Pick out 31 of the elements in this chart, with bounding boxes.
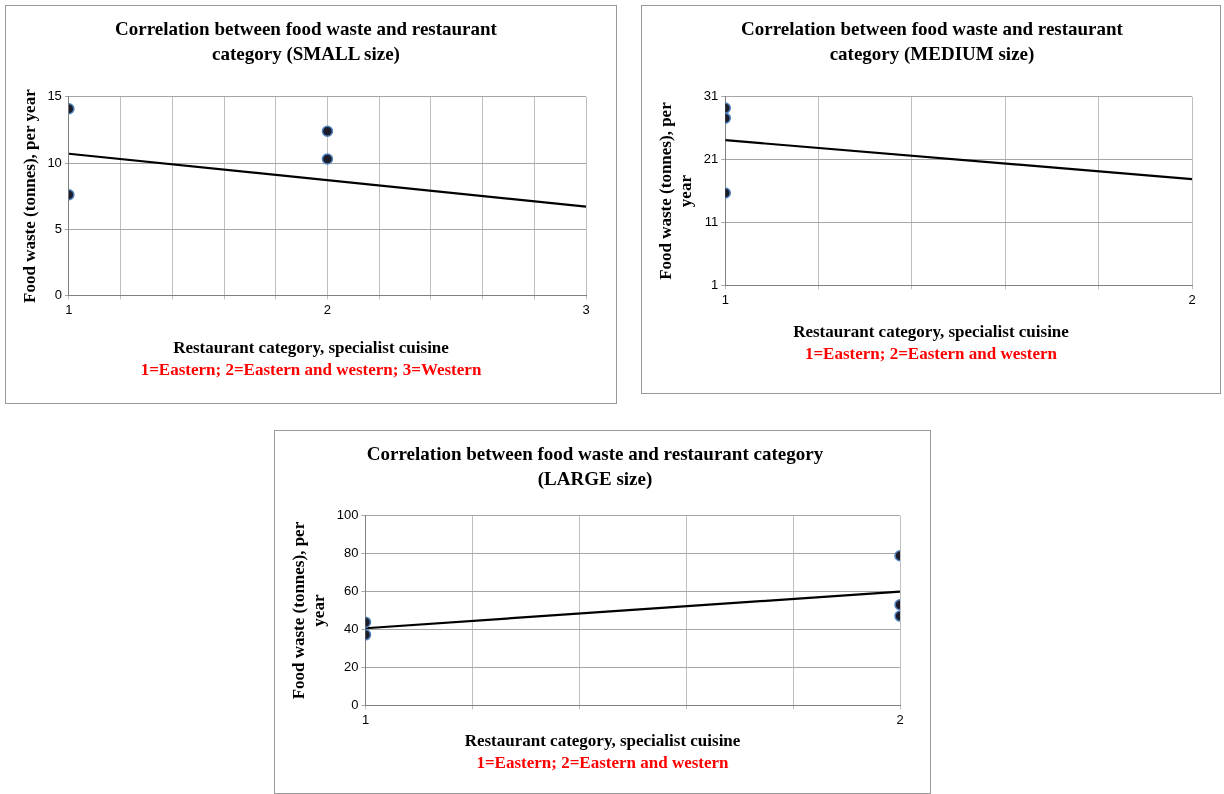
y-tick-label: 10 [47,154,62,170]
y-tick-label: 31 [703,88,719,104]
y-tick-label: 20 [344,659,359,675]
x-tick-label: 2 [896,711,904,727]
y-tick-label: 21 [703,151,719,167]
y-tick-label: 0 [54,286,62,302]
y-axis-title: Food waste (tonnes), per year [19,88,39,303]
y-tick-label: 5 [54,220,62,236]
x-axis-title: Restaurant category, specialist cuisine [172,338,450,358]
y-tick-label: 0 [351,696,359,712]
chart-title: Correlation between food waste and restaurant category (SMALL size) [114,17,498,66]
text: 1=Eastern; 2=Eastern and western [803,344,1059,364]
y-tick-label: 60 [344,583,359,599]
y-tick-label: 40 [344,621,359,637]
y-tick-label: 15 [47,88,62,104]
x-axis-title: Restaurant category, specialist cuisine [463,731,742,751]
y-axis-title: Food waste (tonnes), per year [288,521,328,700]
y-axis-title: Food waste (tonnes), per year [655,101,695,280]
chart-title: Correlation between food waste and restaurant category (LARGE size) [365,442,825,491]
x-tick-label: 1 [65,301,73,317]
x-axis-title: Restaurant category, specialist cuisine [792,322,1070,342]
y-tick-label: 80 [344,545,359,561]
y-tick-label: 1 [711,276,719,292]
x-tick-label: 3 [582,301,590,317]
chart-title: Correlation between food waste and restaurant category (MEDIUM size) [740,17,1124,66]
text: 1=Eastern; 2=Eastern and western [475,753,730,773]
text: 1=Eastern; 2=Eastern and western; 3=Western [139,360,483,380]
x-tick-label: 2 [323,301,332,317]
x-tick-label: 2 [1188,291,1196,307]
y-tick-label: 100 [336,507,359,523]
y-tick-label: 11 [704,214,719,230]
